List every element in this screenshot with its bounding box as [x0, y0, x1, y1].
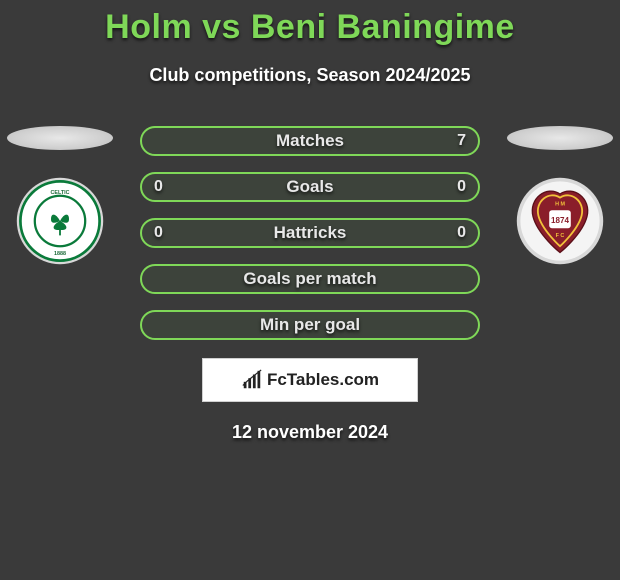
bar-chart-icon	[241, 369, 263, 391]
stat-value-left: 0	[154, 178, 163, 196]
svg-text:1888: 1888	[54, 251, 66, 257]
team-badge-left: CELTIC 1888	[15, 176, 105, 266]
subtitle: Club competitions, Season 2024/2025	[0, 65, 620, 86]
stat-row-hattricks: 0 Hattricks 0	[140, 218, 480, 248]
stat-label: Hattricks	[274, 223, 347, 243]
stat-row-matches: Matches 7	[140, 126, 480, 156]
svg-text:H M: H M	[555, 202, 565, 208]
svg-text:F C: F C	[556, 233, 565, 239]
svg-text:CELTIC: CELTIC	[50, 190, 69, 196]
stats-table: Matches 7 0 Goals 0 0 Hattricks 0 Goals …	[140, 126, 480, 340]
brand-watermark: FcTables.com	[202, 358, 418, 402]
page-title: Holm vs Beni Baningime	[0, 8, 620, 47]
generated-date: 12 november 2024	[0, 422, 620, 443]
player-shadow-right	[507, 126, 613, 150]
stat-label: Min per goal	[260, 315, 360, 335]
svg-text:1874: 1874	[551, 216, 569, 225]
stat-value-right: 7	[457, 132, 466, 150]
stat-row-goals-per-match: Goals per match	[140, 264, 480, 294]
stat-value-left: 0	[154, 224, 163, 242]
stat-row-goals: 0 Goals 0	[140, 172, 480, 202]
stat-label: Goals per match	[243, 269, 376, 289]
stat-label: Matches	[276, 131, 344, 151]
player-shadow-left	[7, 126, 113, 150]
stat-value-right: 0	[457, 178, 466, 196]
brand-text: FcTables.com	[267, 370, 379, 390]
comparison-card: Holm vs Beni Baningime Club competitions…	[0, 0, 620, 443]
hearts-crest-icon: 1874 H M F C	[515, 176, 605, 266]
stat-row-min-per-goal: Min per goal	[140, 310, 480, 340]
team-badge-right: 1874 H M F C	[515, 176, 605, 266]
stat-value-right: 0	[457, 224, 466, 242]
stat-label: Goals	[286, 177, 333, 197]
celtic-crest-icon: CELTIC 1888	[15, 176, 105, 266]
